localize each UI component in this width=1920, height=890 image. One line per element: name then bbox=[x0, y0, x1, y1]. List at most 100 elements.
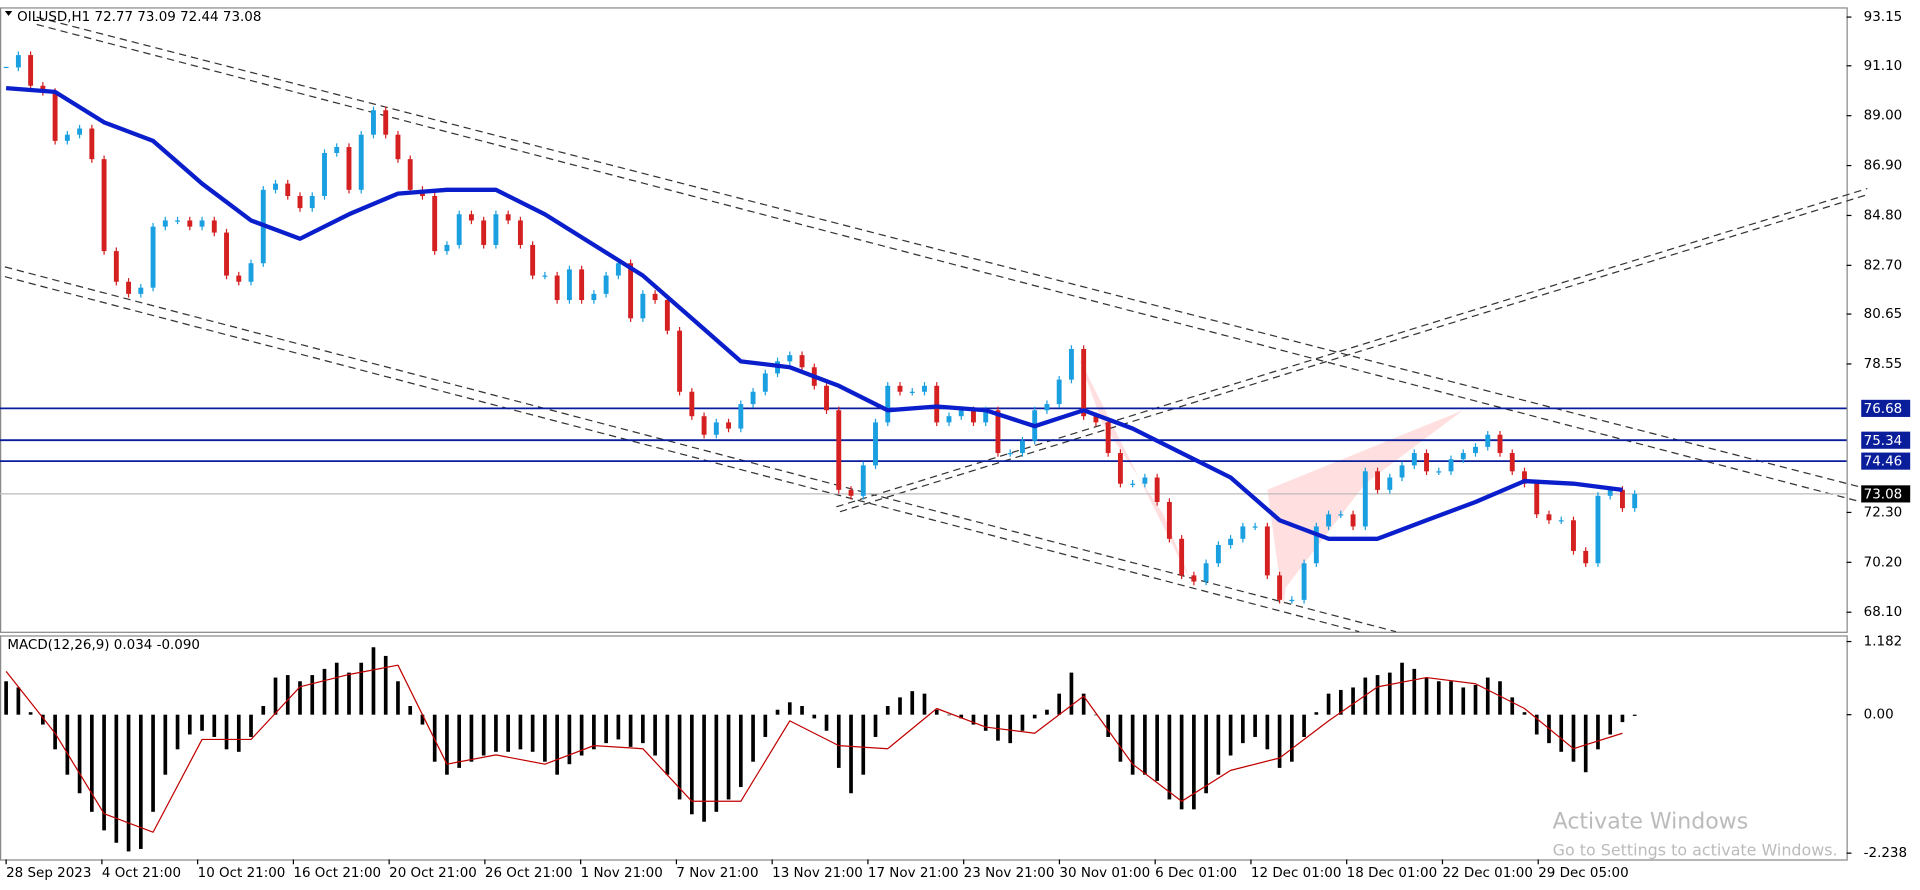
y-tick-label: 78.55 bbox=[1864, 357, 1903, 372]
candle bbox=[701, 416, 707, 435]
candle bbox=[1411, 453, 1417, 466]
macd-bar bbox=[751, 714, 755, 762]
candle bbox=[395, 134, 401, 160]
macd-bar bbox=[1241, 714, 1245, 744]
candle bbox=[836, 410, 842, 490]
candle bbox=[1375, 471, 1380, 490]
level-box bbox=[1861, 452, 1911, 470]
macd-bar bbox=[77, 714, 82, 794]
candle bbox=[664, 300, 670, 331]
candle bbox=[983, 410, 989, 423]
macd-bar bbox=[371, 647, 376, 715]
y-tick-label: -2.238 bbox=[1864, 846, 1907, 861]
indicator-title: MACD(12,26,9) 0.034 -0.090 bbox=[7, 638, 200, 653]
candle bbox=[1130, 483, 1136, 485]
candle bbox=[15, 55, 21, 68]
macd-bar bbox=[1118, 714, 1123, 762]
candle bbox=[897, 385, 903, 392]
macd-bar bbox=[959, 714, 964, 719]
macd-bar bbox=[1522, 712, 1527, 715]
candle bbox=[236, 275, 242, 282]
macd-bar bbox=[457, 714, 462, 768]
candle bbox=[1338, 514, 1344, 516]
macd-bar bbox=[1571, 714, 1576, 762]
candle bbox=[493, 214, 499, 245]
macd-bar bbox=[1253, 714, 1257, 737]
macd-bar bbox=[983, 714, 988, 731]
candle bbox=[517, 220, 523, 245]
macd-bar bbox=[506, 714, 510, 752]
candle bbox=[285, 183, 291, 196]
candle bbox=[1583, 550, 1589, 564]
macd-bar bbox=[1302, 714, 1306, 737]
macd-bar bbox=[1265, 714, 1270, 750]
candle bbox=[946, 416, 952, 423]
watermark: Activate Windows bbox=[1553, 810, 1749, 835]
candle bbox=[738, 404, 744, 429]
candle bbox=[787, 355, 793, 362]
candle bbox=[1473, 446, 1478, 454]
macd-bar bbox=[947, 714, 951, 716]
candle bbox=[407, 159, 413, 190]
macd-bar bbox=[1375, 675, 1380, 715]
channel-line bbox=[4, 276, 1360, 633]
macd-bar bbox=[1106, 714, 1110, 737]
macd-bar bbox=[396, 681, 400, 715]
x-tick-label: 18 Dec 01:00 bbox=[1347, 866, 1437, 881]
y-tick-label: 86.90 bbox=[1864, 159, 1903, 174]
y-tick-label: 91.10 bbox=[1864, 59, 1903, 74]
candle bbox=[762, 373, 768, 392]
chart-title: OILUSD,H1 72.77 73.09 72.44 73.08 bbox=[17, 10, 261, 25]
macd-bar bbox=[1485, 677, 1490, 715]
macd-bar bbox=[677, 714, 682, 800]
candle bbox=[1387, 477, 1393, 490]
macd-bar bbox=[1045, 709, 1049, 715]
moving-average bbox=[5, 85, 1623, 541]
macd-bar bbox=[726, 714, 731, 800]
macd-bar bbox=[1498, 681, 1502, 715]
x-tick-label: 20 Oct 21:00 bbox=[389, 866, 477, 881]
macd-bar bbox=[1559, 714, 1564, 752]
macd-bar bbox=[873, 714, 878, 737]
macd-bar bbox=[775, 709, 780, 715]
candle bbox=[1632, 493, 1638, 509]
macd-bar bbox=[849, 714, 853, 794]
macd-bar bbox=[996, 714, 1000, 741]
x-tick-label: 10 Oct 21:00 bbox=[198, 866, 286, 881]
macd-bar bbox=[285, 675, 290, 715]
candle bbox=[652, 293, 658, 301]
candle bbox=[1289, 599, 1295, 602]
x-tick-label: 1 Nov 21:00 bbox=[581, 866, 663, 881]
candle bbox=[64, 134, 70, 141]
channel-line bbox=[36, 23, 1862, 503]
candle bbox=[138, 287, 144, 294]
macd-bar bbox=[1473, 684, 1478, 715]
y-tick-label: 80.65 bbox=[1864, 307, 1903, 322]
candle bbox=[1448, 459, 1454, 472]
candle bbox=[1252, 526, 1258, 528]
macd-bar bbox=[175, 714, 180, 750]
macd-bar bbox=[1424, 677, 1429, 715]
macd-bar bbox=[665, 714, 670, 775]
macd-bar bbox=[1608, 714, 1613, 735]
candle bbox=[566, 269, 572, 301]
candle bbox=[481, 220, 487, 245]
macd-bar bbox=[824, 714, 829, 731]
level-box bbox=[1861, 399, 1911, 417]
candle bbox=[958, 410, 964, 417]
macd-bar bbox=[1130, 714, 1135, 775]
candle bbox=[554, 275, 560, 301]
candle bbox=[848, 489, 854, 496]
macd-bar bbox=[1008, 714, 1013, 744]
candle bbox=[1093, 416, 1099, 423]
macd-bar bbox=[714, 714, 719, 812]
candle bbox=[162, 220, 168, 227]
candle bbox=[1509, 453, 1515, 472]
candle bbox=[1460, 453, 1466, 460]
candle bbox=[640, 293, 646, 319]
candle bbox=[358, 134, 364, 190]
candle bbox=[1081, 348, 1087, 417]
channel-line bbox=[4, 266, 1397, 633]
